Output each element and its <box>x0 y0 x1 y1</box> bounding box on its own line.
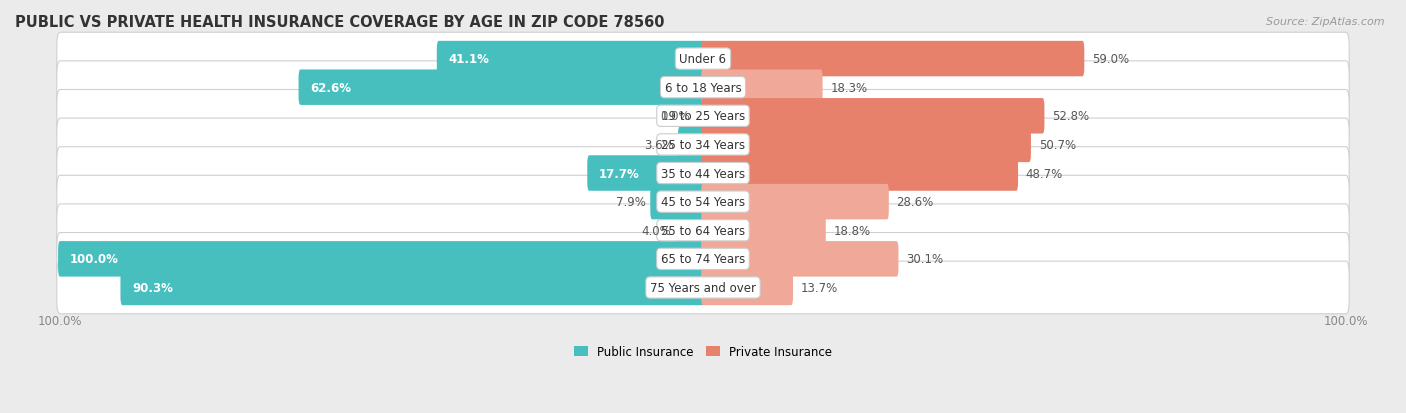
FancyBboxPatch shape <box>702 99 1045 134</box>
Text: 35 to 44 Years: 35 to 44 Years <box>661 167 745 180</box>
FancyBboxPatch shape <box>678 127 704 163</box>
FancyBboxPatch shape <box>58 242 704 277</box>
FancyBboxPatch shape <box>702 270 793 306</box>
FancyBboxPatch shape <box>56 176 1350 228</box>
Text: Source: ZipAtlas.com: Source: ZipAtlas.com <box>1267 17 1385 26</box>
FancyBboxPatch shape <box>702 242 898 277</box>
Text: 90.3%: 90.3% <box>132 281 173 294</box>
Text: Under 6: Under 6 <box>679 53 727 66</box>
Text: 50.7%: 50.7% <box>1039 139 1076 152</box>
Text: 25 to 34 Years: 25 to 34 Years <box>661 139 745 152</box>
Text: 18.8%: 18.8% <box>834 224 870 237</box>
Text: 28.6%: 28.6% <box>897 196 934 209</box>
FancyBboxPatch shape <box>675 213 704 248</box>
FancyBboxPatch shape <box>56 261 1350 314</box>
FancyBboxPatch shape <box>56 33 1350 85</box>
FancyBboxPatch shape <box>56 204 1350 257</box>
FancyBboxPatch shape <box>56 90 1350 143</box>
Text: 45 to 54 Years: 45 to 54 Years <box>661 196 745 209</box>
Text: 3.6%: 3.6% <box>644 139 673 152</box>
Text: 30.1%: 30.1% <box>907 253 943 266</box>
FancyBboxPatch shape <box>702 213 825 248</box>
FancyBboxPatch shape <box>702 70 823 106</box>
Text: 48.7%: 48.7% <box>1026 167 1063 180</box>
FancyBboxPatch shape <box>56 233 1350 285</box>
FancyBboxPatch shape <box>121 270 704 306</box>
Text: 17.7%: 17.7% <box>599 167 640 180</box>
Text: 100.0%: 100.0% <box>70 253 118 266</box>
Text: 4.0%: 4.0% <box>641 224 671 237</box>
Text: 13.7%: 13.7% <box>801 281 838 294</box>
FancyBboxPatch shape <box>702 156 1018 191</box>
Legend: Public Insurance, Private Insurance: Public Insurance, Private Insurance <box>569 341 837 363</box>
Text: 59.0%: 59.0% <box>1092 53 1129 66</box>
Text: 7.9%: 7.9% <box>616 196 645 209</box>
FancyBboxPatch shape <box>588 156 704 191</box>
Text: 6 to 18 Years: 6 to 18 Years <box>665 81 741 95</box>
Text: PUBLIC VS PRIVATE HEALTH INSURANCE COVERAGE BY AGE IN ZIP CODE 78560: PUBLIC VS PRIVATE HEALTH INSURANCE COVER… <box>15 15 665 30</box>
Text: 0.0%: 0.0% <box>661 110 690 123</box>
Text: 75 Years and over: 75 Years and over <box>650 281 756 294</box>
Text: 41.1%: 41.1% <box>449 53 489 66</box>
Text: 65 to 74 Years: 65 to 74 Years <box>661 253 745 266</box>
FancyBboxPatch shape <box>56 119 1350 171</box>
FancyBboxPatch shape <box>437 42 704 77</box>
FancyBboxPatch shape <box>56 62 1350 114</box>
FancyBboxPatch shape <box>56 147 1350 200</box>
FancyBboxPatch shape <box>298 70 704 106</box>
Text: 18.3%: 18.3% <box>831 81 868 95</box>
Text: 55 to 64 Years: 55 to 64 Years <box>661 224 745 237</box>
FancyBboxPatch shape <box>702 127 1031 163</box>
FancyBboxPatch shape <box>702 42 1084 77</box>
FancyBboxPatch shape <box>702 185 889 220</box>
Text: 62.6%: 62.6% <box>311 81 352 95</box>
Text: 19 to 25 Years: 19 to 25 Years <box>661 110 745 123</box>
Text: 52.8%: 52.8% <box>1052 110 1090 123</box>
FancyBboxPatch shape <box>650 185 704 220</box>
